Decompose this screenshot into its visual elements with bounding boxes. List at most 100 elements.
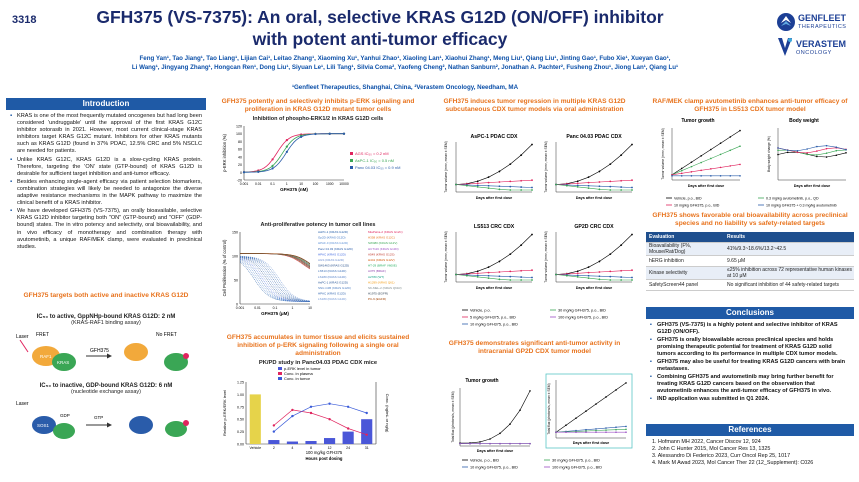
x-tick-label: 0.01 (254, 306, 261, 310)
x-axis-label: Days after first dose (477, 449, 514, 453)
y-tick-label: 0 (236, 303, 238, 307)
y-axis-label: Tumor volume (mm³, mean ± SEM) (444, 231, 448, 283)
author-list: Feng Yan¹, Tao Jiang¹, Tao Liang¹, Lijia… (120, 54, 690, 72)
data-point (271, 158, 274, 161)
growth-curve (555, 144, 633, 185)
reference-item: 2. John C Hunter 2015, Mol Cancer Res 13… (652, 446, 771, 452)
legend-entry-other: H358 (KRAS G12C) (368, 236, 395, 240)
y-tick-label: 60 (238, 148, 242, 152)
x-axis-label: Days after first dose (576, 286, 613, 290)
y-tick-label: 0.50 (237, 418, 244, 422)
legend-entry: Panc 04.03 IC₅₀ = 0.9 nM (355, 165, 400, 170)
pkpd-subtitle: PK/PD study in Panc04.03 PDAC CDX mice (258, 360, 378, 366)
g12d-curve (239, 258, 310, 302)
intro-bullet: Unlike KRAS G12C, KRAS G12D is a slow-cy… (10, 157, 202, 178)
y-axis-label-right: Conc. (ng/mL or ng/g) (385, 394, 390, 433)
cdx-model-title: LS513 CRC CDX (474, 224, 515, 230)
y-tick-label: 0.25 (237, 430, 244, 434)
conclusion-bullet: Combining GFH375 and avutometinib may br… (650, 374, 850, 395)
x-axis-label: GFH375 (nM) (280, 187, 308, 192)
legend-entry: AGS IC₅₀ = 0.2 nM (355, 151, 389, 156)
off-state-diagram: Laser SOS1 GDP GTP (16, 401, 189, 439)
legend-entry-other: H1299 (NRAS Q61) (368, 280, 395, 284)
table-cell: 9.65 μM (727, 258, 746, 264)
legend-swatch (278, 372, 282, 375)
legend-entry-g12d: HPAF-II (KRAS G12D) (318, 241, 348, 245)
g12d-curve (239, 257, 311, 302)
kras-gdp-icon (53, 423, 75, 439)
growth-curve (671, 145, 741, 176)
authors-line-1: Feng Yan¹, Tao Jiang¹, Tao Liang¹, Lijia… (139, 55, 671, 62)
legend-entry-g12d: Panc 04.03 (KRAS G12D) (318, 247, 353, 251)
intro-bullet: KRAS is one of the most frequently mutat… (10, 113, 202, 156)
laser-label-2: Laser (16, 401, 29, 407)
y-tick-label: 40 (238, 155, 242, 159)
perk-dose-response-chart: -20 0 20 40 60 80 100 120 0.001 0.01 0.1 1 10 100 1000… (222, 125, 400, 193)
conc-line (273, 403, 367, 432)
x-tick-label: 10 (308, 306, 312, 310)
legend-entry: Vehicle, p.o., BID (470, 459, 499, 463)
legend-entry: 10 mg/kg GFH375, p.o., BID (470, 466, 518, 470)
x-tick-label: 1000 (326, 182, 334, 186)
pd-bar (286, 441, 298, 444)
growth-curve (555, 179, 633, 185)
x-tick-label: 24 (346, 446, 350, 450)
introduction-heading: Introduction (6, 98, 206, 110)
legend-entry-other: SW480 (KRAS G12V) (368, 241, 397, 245)
x-tick-label: 1 (286, 182, 288, 186)
y-tick-label: 0.75 (237, 405, 244, 409)
legend-swatch (350, 166, 353, 169)
conclusions-heading: Conclusions (646, 307, 854, 319)
legend-entry: 10 mg/kg GFH375, p.o., BID (674, 204, 720, 208)
legend-entry: p-ERK level in tumor (284, 366, 321, 371)
x-tick-label: 0.001 (240, 182, 249, 186)
legend-entry: 10 mg/kg GFH375 + 0.3 mg/kg avutometinib (766, 204, 837, 208)
y-axis-label: Tumor volume (mm³, mean ± SEM) (661, 128, 665, 180)
verastem-logo-mark-icon (778, 38, 792, 56)
x-tick-label: Vehicle (249, 446, 261, 450)
pd-bar (249, 394, 261, 444)
y-axis-label: p-ERK inhibition (%) (222, 134, 227, 172)
conclusion-bullet: GFH375 (VS-7375) is a highly potent and … (650, 322, 850, 336)
growth-curve (455, 144, 533, 185)
legend-entry: AsPC-1 IC₅₀ = 0.5 nM (355, 158, 394, 163)
legend-entry: Conc. in tumor (284, 376, 311, 381)
data-point (631, 276, 633, 279)
flux-curve (555, 429, 627, 433)
legend-swatch (278, 367, 282, 370)
legend-entry-other: MiaPaCa-2 (KRAS G12C) (368, 230, 403, 234)
pd-bar (361, 419, 373, 444)
g12d-curve (239, 256, 311, 302)
intracranial-heading: GFH375 demonstrates significant anti-tum… (448, 340, 621, 355)
y-tick-label: 1.25 (237, 381, 244, 385)
x-tick-label: 10000 (339, 182, 349, 186)
raf1-free-icon (124, 343, 148, 361)
y-tick-label: -20 (237, 179, 242, 183)
raf-mek-heading: RAF/MEK clamp avutometinib enhances anti… (652, 98, 848, 113)
data-point (285, 145, 288, 148)
x-tick-label: 0.001 (236, 306, 245, 310)
x-tick-label: 0.1 (273, 306, 278, 310)
data-point (300, 135, 303, 138)
intro-bullet: We have developed GFH375 (VS-7375), an o… (10, 208, 202, 251)
growth-curve (555, 184, 632, 191)
fret-label: FRET (36, 332, 49, 338)
y-axis-label: Cell Proliferation (% of control) (222, 239, 227, 296)
intro-bullet: Besides enhancing single-agent efficacy … (10, 179, 202, 207)
conclusion-bullet: GFH375 may also be useful for treating K… (650, 359, 850, 373)
table-cell: Bioavailability (F%, Mouse/Rat/Dog) (649, 243, 692, 255)
x-axis-label: Days after first dose (476, 286, 513, 290)
references-section: References 1. Hofmann MH 2022, Cancer Di… (646, 424, 854, 467)
sos1-label: SOS1 (37, 423, 50, 428)
reference-item: 3. Alessandro Di Federico 2023, Curr Onc… (652, 453, 791, 459)
flux-curve (459, 390, 531, 444)
intracranial-section: GFH375 demonstrates significant anti-tum… (432, 340, 637, 481)
y-tick-label: 0.00 (237, 443, 244, 447)
g12d-curve (239, 260, 311, 302)
g12d-curve (239, 256, 311, 302)
legend-swatch (350, 152, 353, 155)
legend-entry-g12d: SW1463 (KRAS G12D) (318, 264, 349, 268)
kras-bound-icon (164, 353, 188, 371)
table-cell: ≤25% inhibition across 72 representative… (727, 267, 853, 279)
